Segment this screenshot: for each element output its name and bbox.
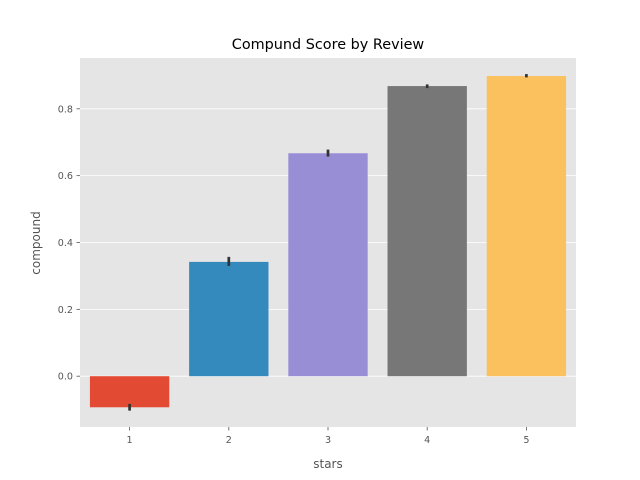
y-tick-label: 0.8	[58, 104, 73, 115]
x-tick-label: 2	[226, 435, 232, 446]
error-bars	[128, 74, 528, 411]
bar-4	[387, 86, 467, 377]
x-tick-labels: 1 2 3 4 5	[127, 427, 529, 446]
x-tick-label: 1	[127, 435, 133, 446]
y-tick-label: 0.6	[58, 171, 73, 182]
x-tick-label: 5	[523, 435, 529, 446]
y-tick-labels: 0.0 0.2 0.4 0.6 0.8	[58, 104, 80, 383]
y-tick-label: 0.0	[58, 372, 73, 383]
x-axis-label: stars	[313, 457, 343, 471]
bar-1	[89, 376, 170, 408]
bar-2	[189, 261, 269, 377]
bars	[89, 76, 567, 408]
x-tick-label: 4	[424, 435, 430, 446]
bar-5	[486, 76, 567, 377]
x-tick-label: 3	[325, 435, 331, 446]
bar-3	[288, 153, 368, 377]
y-axis-label: compound	[29, 211, 43, 274]
y-tick-label: 0.2	[58, 305, 73, 316]
y-tick-label: 0.4	[58, 238, 73, 249]
chart-title: Compund Score by Review	[232, 37, 425, 53]
